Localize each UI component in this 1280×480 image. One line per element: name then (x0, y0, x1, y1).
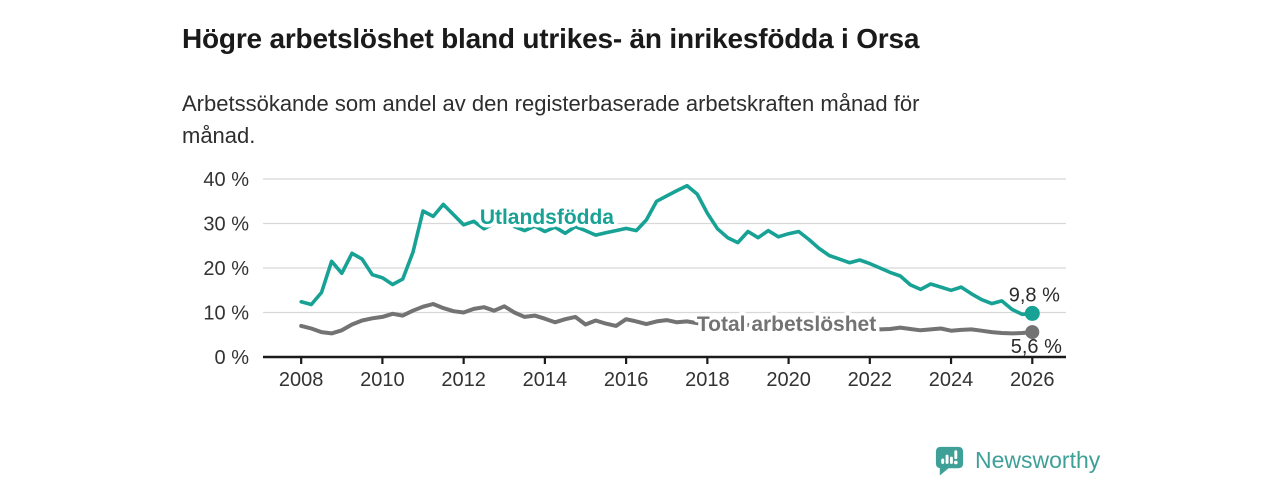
series-line-utlandsf-dda (299, 183, 1035, 317)
x-tick-label-2026: 2026 (1010, 369, 1055, 391)
chart-subtitle-line-2: månad. (182, 123, 256, 148)
x-tick-label-2018: 2018 (685, 369, 730, 391)
x-tick-label-2020: 2020 (766, 369, 811, 391)
end-value-label-utlandsf-dda: 9,8 % (1009, 284, 1060, 306)
chart-title: Högre arbetslöshet bland utrikes- än inr… (182, 22, 920, 54)
logo-bar-2 (945, 454, 949, 464)
y-tick-label-10: 10 % (203, 303, 249, 325)
x-tick-label-2014: 2014 (523, 369, 568, 391)
x-tick-label-2016: 2016 (604, 369, 649, 391)
series-label-total-arbetsl-shet: Total arbetslöshet (697, 313, 876, 336)
newsworthy-logo-text: Newsworthy (975, 447, 1101, 473)
series-label-utlandsf-dda: Utlandsfödda (480, 206, 614, 229)
newsworthy-brand: Newsworthy (933, 444, 1100, 477)
chart-subtitle: Arbetssökande som andel av den registerb… (182, 88, 1062, 152)
series-line-total-arbetsl-shet (299, 302, 1035, 336)
y-tick-label-30: 30 % (203, 214, 249, 236)
x-tick-label-2008: 2008 (279, 369, 324, 391)
chart-subtitle-line-1: Arbetssökande som andel av den registerb… (182, 91, 920, 116)
x-tick-label-2010: 2010 (360, 369, 405, 391)
logo-exclamation-bar (954, 450, 958, 460)
series-end-dot-utlandsf-dda (1024, 305, 1040, 321)
series-end-dot-total-arbetsl-shet (1025, 325, 1040, 340)
y-tick-label-40: 40 % (203, 169, 249, 191)
logo-bubble-shape (935, 446, 964, 476)
x-tick-label-2012: 2012 (441, 369, 486, 391)
logo-bar-3 (949, 456, 953, 464)
logo-bar-1 (941, 458, 945, 464)
newsworthy-logo-icon (935, 446, 964, 476)
logo-exclamation-dot (953, 460, 958, 465)
x-tick-label-2024: 2024 (929, 369, 974, 391)
y-tick-label-0: 0 % (215, 347, 250, 369)
end-value-label-total-arbetsl-shet: 5,6 % (1011, 336, 1062, 358)
y-tick-label-20: 20 % (203, 258, 249, 280)
x-tick-label-2022: 2022 (848, 369, 893, 391)
